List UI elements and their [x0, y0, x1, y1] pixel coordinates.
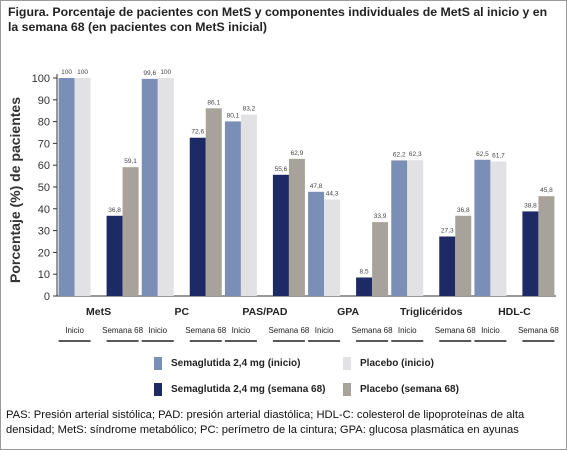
- data-label: 8,5: [360, 268, 369, 275]
- data-label: 62,9: [291, 150, 304, 157]
- data-label: 80,1: [227, 112, 240, 119]
- legend-swatch: [343, 357, 351, 370]
- bar-hdl-c-series-2: [522, 211, 539, 296]
- category-label: GPA: [337, 306, 359, 318]
- bar-pc-series-2: [189, 137, 206, 296]
- footnote: PAS: Presión arterial sistólica; PAD: pr…: [6, 409, 525, 436]
- data-label: 62,2: [393, 151, 406, 158]
- category-label: Triglicéridos: [400, 306, 463, 318]
- data-label: 45,8: [540, 187, 553, 194]
- data-label: 100: [61, 69, 72, 76]
- data-label: 38,8: [524, 202, 537, 209]
- data-label: 100: [77, 69, 88, 76]
- bar-pc-series-1: [157, 78, 174, 296]
- legend-item-semaglutida-inicio: Semaglutida 2,4 mg (inicio): [154, 357, 300, 370]
- bar-mets-series-1: [74, 78, 91, 296]
- y-tick-label: 50: [38, 182, 50, 194]
- bar-gpa-series-3: [372, 222, 389, 296]
- category-label: PC: [174, 306, 189, 318]
- bar-gpa-series-2: [356, 277, 373, 296]
- bar-pc-series-0: [141, 78, 158, 296]
- y-tick-label: 60: [38, 160, 50, 172]
- data-label: 83,2: [243, 106, 256, 113]
- bar-gpa-series-0: [308, 191, 325, 296]
- bar-mets-series-0: [58, 78, 75, 296]
- bar-pas-pad-series-1: [240, 114, 257, 297]
- figure-title: Figura. Porcentaje de pacientes con MetS…: [8, 5, 548, 34]
- legend-item-placebo-semana-68: Placebo (semana 68): [343, 383, 459, 396]
- chart-axes: 0 10 20 30 40 50 60 70 80 90 100: [32, 73, 556, 303]
- legend-label: Placebo (semana 68): [360, 384, 459, 395]
- chart-bars: [58, 78, 555, 297]
- data-label: 36,8: [108, 207, 121, 214]
- group-sublabel: Semana 68: [352, 326, 393, 335]
- bar-chart: 0 10 20 30 40 50 60 70 80 90 100 100 100 36,8 59,1 Met…: [7, 69, 559, 342]
- bar-mets-series-2: [106, 215, 123, 296]
- group-sublabel: Inicio: [398, 326, 417, 335]
- category-label: HDL-C: [498, 306, 531, 318]
- data-label: 59,1: [124, 158, 137, 165]
- data-label: 61,7: [492, 152, 505, 159]
- data-label: 62,5: [476, 151, 489, 158]
- y-tick-label: 40: [38, 204, 50, 216]
- group-sublabel: Semana 68: [185, 326, 226, 335]
- data-label: 33,9: [374, 213, 387, 220]
- bar-mets-series-3: [122, 167, 139, 296]
- data-label: 72,6: [191, 129, 204, 136]
- group-sublabel: Semana 68: [435, 326, 476, 335]
- legend-swatch: [154, 357, 162, 370]
- data-label: 62,3: [409, 151, 422, 158]
- bar-triglic-ridos-series-3: [455, 215, 472, 296]
- y-tick-label: 20: [38, 247, 50, 259]
- y-tick-label: 30: [38, 226, 50, 238]
- group-sublabel: Semana 68: [102, 326, 143, 335]
- legend-label: Placebo (inicio): [360, 358, 434, 369]
- bar-pas-pad-series-0: [224, 121, 241, 296]
- bar-triglic-ridos-series-0: [391, 160, 408, 296]
- group-sublabel: Inicio: [65, 326, 84, 335]
- y-tick-label: 0: [44, 291, 50, 303]
- group-sublabel: Semana 68: [518, 326, 559, 335]
- y-tick-label: 70: [38, 138, 50, 150]
- legend-label: Semaglutida 2,4 mg (inicio): [171, 358, 301, 369]
- bar-triglic-ridos-series-2: [439, 236, 456, 296]
- legend-item-placebo-inicio: Placebo (inicio): [343, 357, 434, 370]
- y-tick-label: 90: [38, 95, 50, 107]
- group-sublabel: Inicio: [232, 326, 251, 335]
- data-label: 44,3: [326, 190, 339, 197]
- group-sublabel: Semana 68: [268, 326, 309, 335]
- group-sublabel: Inicio: [481, 326, 500, 335]
- data-label: 36,8: [457, 207, 470, 214]
- legend-label: Semaglutida 2,4 mg (semana 68): [171, 384, 326, 395]
- y-tick-label: 80: [38, 117, 50, 129]
- category-label: PAS/PAD: [242, 306, 288, 318]
- bar-hdl-c-series-3: [538, 196, 555, 296]
- y-tick-label: 100: [32, 73, 50, 85]
- category-label: MetS: [86, 306, 111, 318]
- bar-pas-pad-series-3: [288, 158, 305, 296]
- bar-hdl-c-series-0: [474, 159, 491, 296]
- data-label: 86,1: [207, 99, 220, 106]
- data-label: 55,6: [275, 166, 288, 173]
- y-axis-label: Porcentaje (%) de pacientes: [7, 97, 23, 283]
- y-tick-label: 10: [38, 269, 50, 281]
- legend-item-semaglutida-semana-68: Semaglutida 2,4 mg (semana 68): [154, 383, 326, 396]
- bar-gpa-series-1: [324, 199, 341, 296]
- data-label: 47,8: [310, 183, 323, 190]
- legend-swatch: [343, 383, 351, 396]
- data-label: 100: [160, 69, 171, 76]
- bar-pc-series-3: [205, 108, 222, 296]
- bar-pas-pad-series-2: [272, 174, 289, 296]
- bar-triglic-ridos-series-1: [407, 160, 424, 296]
- data-label: 99,6: [143, 70, 156, 77]
- legend-swatch: [154, 383, 162, 396]
- bar-hdl-c-series-1: [490, 161, 507, 296]
- group-sublabel: Inicio: [148, 326, 167, 335]
- data-label: 27,3: [441, 227, 454, 234]
- group-sublabel: Inicio: [315, 326, 334, 335]
